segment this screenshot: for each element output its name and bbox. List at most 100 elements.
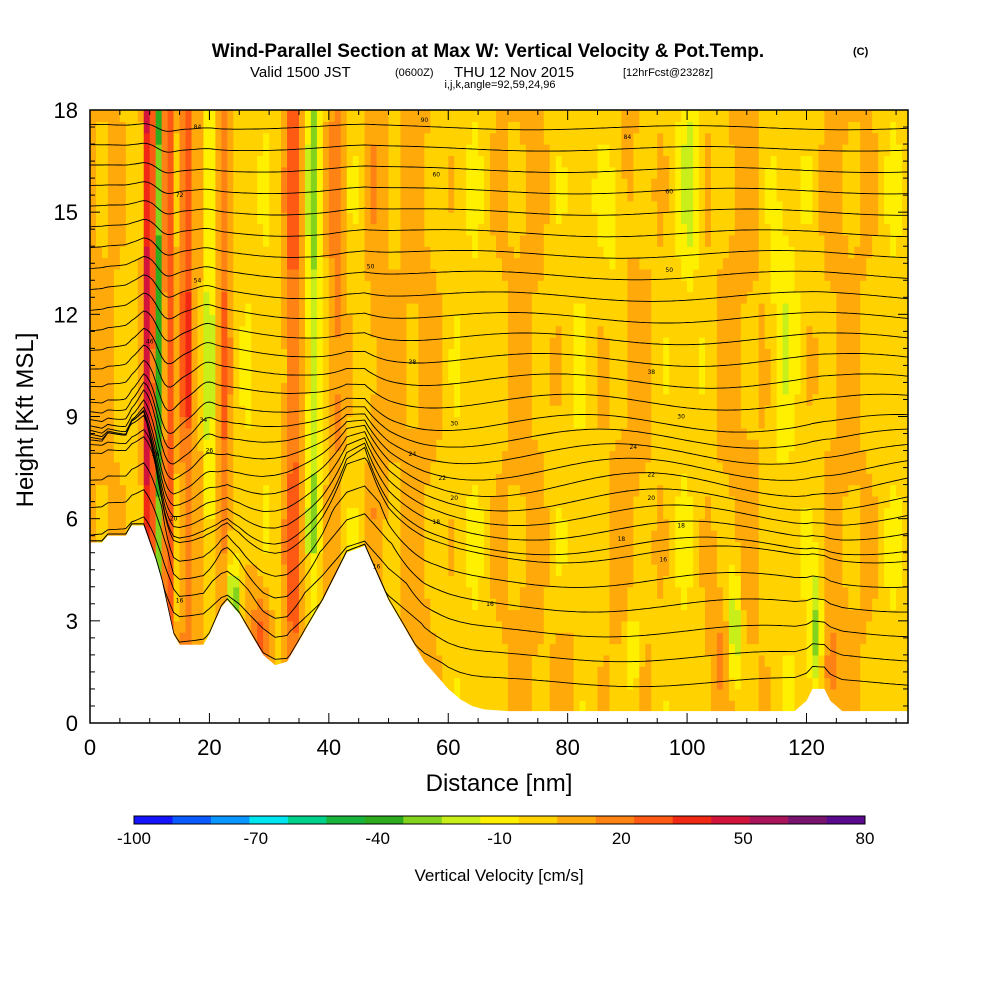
velocity-cell	[531, 586, 539, 599]
velocity-cell	[245, 393, 252, 406]
velocity-cell	[400, 200, 408, 213]
velocity-cell	[197, 461, 205, 474]
velocity-cell	[406, 598, 414, 611]
velocity-cell	[131, 268, 139, 281]
velocity-cell	[90, 439, 97, 452]
velocity-cell	[513, 552, 521, 565]
velocity-cell	[490, 598, 497, 611]
velocity-cell	[298, 575, 306, 588]
velocity-cell	[227, 393, 234, 406]
velocity-cell	[227, 166, 234, 179]
velocity-cell	[633, 450, 640, 463]
velocity-cell	[418, 530, 425, 542]
velocity-cell	[251, 132, 258, 145]
velocity-cell	[454, 189, 461, 202]
velocity-cell	[496, 700, 503, 713]
velocity-cell	[400, 359, 408, 372]
velocity-cell	[197, 337, 205, 349]
velocity-cell	[197, 530, 205, 542]
velocity-cell	[298, 291, 306, 304]
velocity-cell	[412, 257, 419, 270]
velocity-cell	[591, 405, 599, 418]
velocity-cell	[221, 348, 228, 361]
velocity-cell	[430, 246, 437, 259]
velocity-cell	[513, 416, 521, 429]
velocity-cell	[555, 632, 563, 645]
velocity-cell	[95, 393, 103, 406]
velocity-cell	[388, 586, 396, 599]
velocity-cell	[454, 427, 461, 440]
velocity-cell	[394, 405, 402, 418]
velocity-cell	[466, 688, 473, 701]
velocity-cell	[507, 371, 515, 384]
velocity-cell	[412, 416, 419, 429]
velocity-cell	[185, 382, 193, 395]
velocity-cell	[215, 359, 222, 372]
velocity-cell	[382, 518, 390, 531]
velocity-cell	[293, 178, 300, 191]
velocity-cell	[275, 212, 282, 225]
velocity-cell	[269, 257, 276, 270]
velocity-cell	[352, 155, 360, 168]
velocity-cell	[585, 575, 593, 588]
velocity-cell	[603, 405, 611, 418]
velocity-cell	[310, 371, 318, 384]
velocity-cell	[388, 121, 396, 134]
velocity-cell	[179, 348, 187, 361]
velocity-cell	[364, 234, 372, 247]
velocity-cell	[412, 121, 419, 134]
velocity-cell	[251, 575, 258, 588]
velocity-cell	[579, 484, 587, 497]
velocity-cell	[334, 450, 342, 463]
velocity-cell	[173, 575, 181, 588]
velocity-cell	[633, 666, 640, 679]
velocity-cell	[101, 246, 109, 259]
velocity-cell	[245, 552, 252, 565]
velocity-cell	[484, 280, 491, 293]
velocity-cell	[293, 609, 300, 622]
velocity-cell	[448, 666, 455, 679]
velocity-cell	[424, 564, 431, 577]
velocity-cell	[507, 268, 515, 281]
velocity-cell	[155, 166, 163, 179]
velocity-cell	[436, 166, 443, 179]
velocity-cell	[573, 110, 581, 122]
velocity-cell	[239, 552, 246, 565]
velocity-cell	[501, 541, 509, 554]
velocity-cell	[239, 302, 246, 315]
velocity-cell	[358, 189, 366, 202]
velocity-cell	[442, 677, 449, 690]
velocity-cell	[155, 246, 163, 259]
velocity-cell	[90, 268, 97, 281]
velocity-cell	[155, 268, 163, 281]
velocity-cell	[281, 609, 288, 622]
velocity-cell	[394, 223, 402, 236]
velocity-cell	[585, 246, 593, 259]
velocity-cell	[322, 223, 330, 236]
velocity-cell	[143, 280, 151, 293]
velocity-cell	[215, 416, 222, 429]
velocity-cell	[424, 620, 431, 633]
velocity-cell	[388, 530, 396, 542]
velocity-cell	[358, 495, 366, 508]
velocity-cell	[334, 110, 342, 122]
velocity-cell	[549, 189, 557, 202]
velocity-cell	[245, 620, 252, 633]
velocity-cell	[245, 530, 252, 542]
velocity-cell	[245, 564, 252, 577]
velocity-cell	[245, 268, 252, 281]
velocity-cell	[376, 291, 384, 304]
velocity-cell	[203, 268, 211, 281]
velocity-cell	[490, 337, 497, 349]
velocity-cell	[513, 200, 521, 213]
velocity-cell	[478, 586, 485, 599]
velocity-cell	[627, 291, 634, 304]
velocity-cell	[221, 473, 228, 486]
velocity-cell	[269, 530, 276, 542]
velocity-cell	[519, 314, 527, 327]
velocity-cell	[227, 495, 234, 508]
velocity-cell	[131, 302, 139, 315]
velocity-cell	[233, 314, 240, 327]
velocity-cell	[639, 495, 646, 508]
velocity-cell	[591, 666, 599, 679]
